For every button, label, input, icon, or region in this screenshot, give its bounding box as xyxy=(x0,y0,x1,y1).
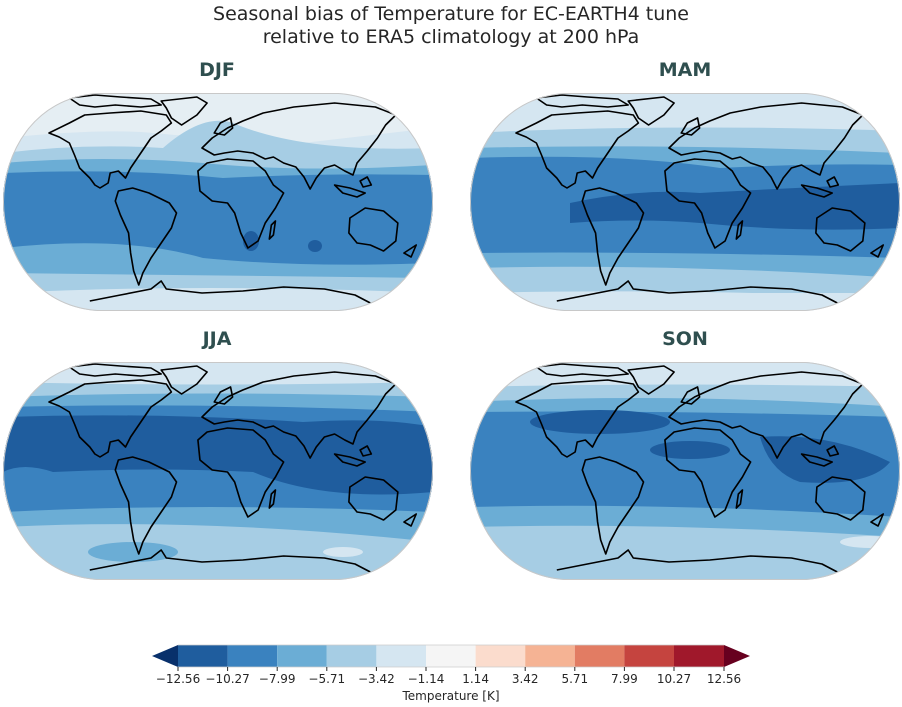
map-mam xyxy=(470,93,900,311)
colorbar-tick-label: 12.56 xyxy=(706,672,742,686)
colorbar-tick-label: 5.71 xyxy=(561,672,589,686)
colorbar-tick-label: −12.56 xyxy=(155,672,201,686)
map-djf xyxy=(3,93,433,311)
map-jja xyxy=(3,362,433,580)
colorbar-tick-label: −1.14 xyxy=(407,672,445,686)
colorbar-tick-label: −5.71 xyxy=(308,672,346,686)
colorbar-tick-label: 3.42 xyxy=(511,672,539,686)
chart-title-line1: Seasonal bias of Temperature for EC-EART… xyxy=(213,3,689,25)
colorbar-tick-label: 1.14 xyxy=(462,672,489,686)
panel-title-jja: JJA xyxy=(202,328,232,350)
colorbar-label: Temperature [K] xyxy=(402,689,500,703)
chart-title-line2: relative to ERA5 climatology at 200 hPa xyxy=(262,26,640,48)
colorbar-tick-label: 7.99 xyxy=(611,672,638,686)
panel-title-mam: MAM xyxy=(658,59,712,81)
map-son xyxy=(470,362,900,580)
colorbar-extend-max xyxy=(724,645,750,667)
colorbar-tick-label: −3.42 xyxy=(358,672,395,686)
colorbar-tick-label: 10.27 xyxy=(656,672,692,686)
colorbar-extend-min xyxy=(152,645,178,667)
panel-title-son: SON xyxy=(662,328,708,350)
colorbar-tick-label: −10.27 xyxy=(205,672,250,686)
colorbar-tick-label: −7.99 xyxy=(258,672,296,686)
panel-title-djf: DJF xyxy=(199,59,235,81)
